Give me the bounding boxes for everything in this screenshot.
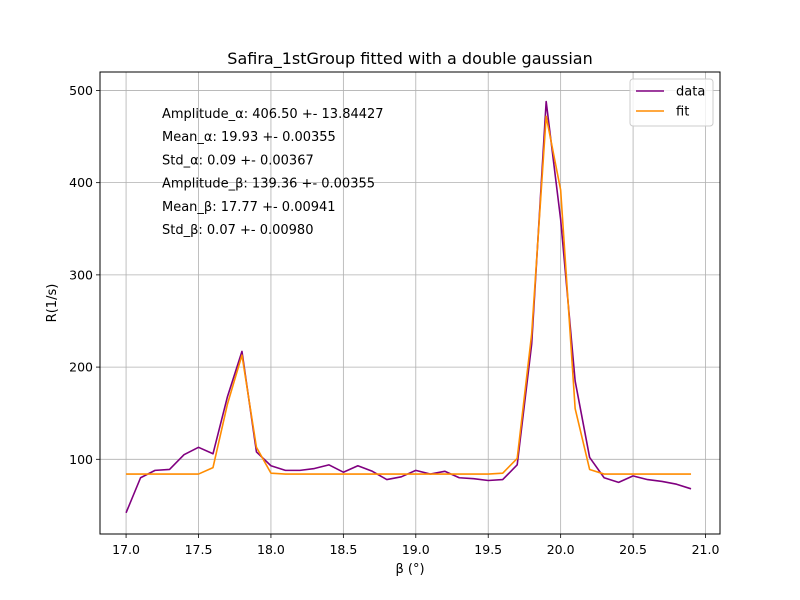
x-tick-label: 17.0 [112, 542, 140, 557]
legend-label-data: data [676, 85, 705, 100]
x-tick-label: 20.0 [547, 542, 575, 557]
legend-label-fit: fit [676, 105, 689, 120]
fit-parameter-text: Mean_β: 17.77 +- 0.00941 [162, 200, 336, 215]
series-line-fit [126, 115, 692, 475]
x-tick-label: 18.5 [329, 542, 357, 557]
fit-parameters: Amplitude_α: 406.50 +- 13.84427 Mean_α: 1… [162, 107, 384, 238]
y-tick-label: 100 [69, 452, 93, 467]
x-tick-label: 18.0 [257, 542, 285, 557]
x-axis-label: β (°) [395, 562, 424, 577]
x-tick-label: 17.5 [185, 542, 213, 557]
y-tick-label: 200 [69, 360, 93, 375]
axis-ticks: 17.0 17.5 18.0 18.5 19.0 19.5 20.0 20.5 21.0 100 2… [69, 83, 719, 557]
fit-parameter-text: Mean_α: 19.93 +- 0.00355 [162, 130, 336, 145]
fit-parameter-text: Std_α: 0.09 +- 0.00367 [162, 153, 314, 168]
x-tick-label: 21.0 [692, 542, 720, 557]
chart-title: Safira_1stGroup fitted with a double gau… [227, 49, 592, 69]
legend: data fit [629, 78, 714, 127]
fit-parameter-text: Amplitude_β: 139.36 +- 0.00355 [162, 177, 375, 192]
y-tick-label: 400 [69, 175, 93, 190]
x-tick-label: 19.0 [402, 542, 430, 557]
plot-frame [99, 71, 721, 535]
grid [100, 72, 720, 534]
y-axis-label: R(1/s) [45, 284, 60, 323]
x-tick-label: 20.5 [619, 542, 647, 557]
series-lines [125, 100, 692, 514]
y-tick-label: 500 [69, 83, 93, 98]
fit-parameter-text: Amplitude_α: 406.50 +- 13.84427 [162, 107, 384, 122]
x-tick-label: 19.5 [474, 542, 502, 557]
fit-parameter-text: Std_β: 0.07 +- 0.00980 [162, 223, 313, 238]
y-tick-label: 300 [69, 267, 93, 282]
